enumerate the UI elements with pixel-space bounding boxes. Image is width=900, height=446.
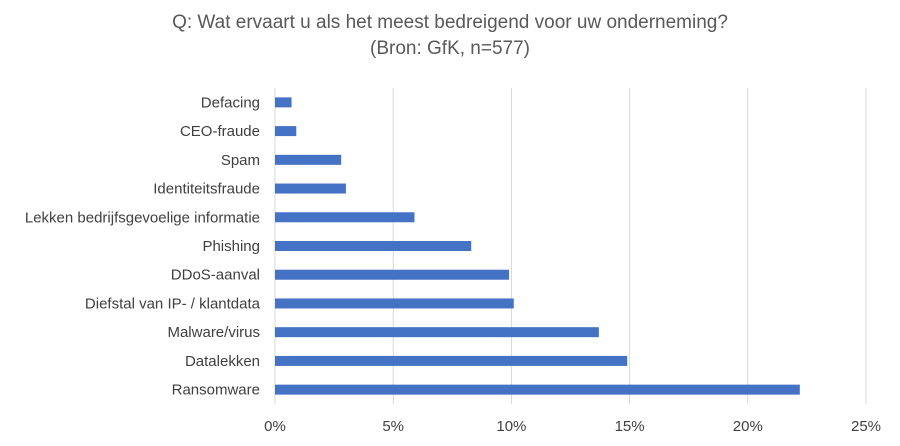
x-tick-label: 0% bbox=[264, 418, 286, 435]
category-label: Spam bbox=[221, 152, 260, 169]
category-label: Malware/virus bbox=[167, 324, 260, 341]
category-label: Diefstal van IP- / klantdata bbox=[85, 295, 261, 312]
x-tick-label: 20% bbox=[733, 418, 763, 435]
category-label: Ransomware bbox=[172, 382, 260, 399]
bar-11 bbox=[275, 384, 800, 395]
bars bbox=[275, 97, 800, 395]
x-tick-label: 5% bbox=[382, 418, 404, 435]
bar-4 bbox=[275, 183, 346, 194]
x-tick-label: 15% bbox=[615, 418, 645, 435]
category-label: Defacing bbox=[201, 94, 260, 111]
category-label: Lekken bedrijfsgevoelige informatie bbox=[25, 209, 260, 226]
x-tick-label: 25% bbox=[851, 418, 881, 435]
bar-8 bbox=[275, 298, 514, 309]
x-tick-label: 10% bbox=[496, 418, 526, 435]
category-label: Datalekken bbox=[185, 353, 260, 370]
bar-1 bbox=[275, 97, 292, 108]
category-label: CEO-fraude bbox=[180, 123, 260, 140]
category-label: Phishing bbox=[202, 238, 260, 255]
bar-7 bbox=[275, 269, 510, 280]
category-labels: Defacing CEO-fraude Spam Identiteitsfraude L… bbox=[25, 94, 261, 398]
chart-title: Q: Wat ervaart u als het meest bedreigen… bbox=[172, 12, 728, 33]
chart-subtitle: (Bron: GfK, n=577) bbox=[370, 38, 530, 59]
bar-6 bbox=[275, 241, 472, 251]
bar-5 bbox=[275, 212, 415, 223]
bar-10 bbox=[275, 355, 628, 366]
x-axis-tick-labels: 0% 5% 10% 15% 20% 25% bbox=[264, 418, 881, 435]
bar-9 bbox=[275, 327, 599, 338]
category-label: Identiteitsfraude bbox=[153, 181, 260, 198]
category-label: DDoS-aanval bbox=[171, 267, 260, 284]
bar-3 bbox=[275, 154, 342, 165]
bar-2 bbox=[275, 126, 297, 137]
